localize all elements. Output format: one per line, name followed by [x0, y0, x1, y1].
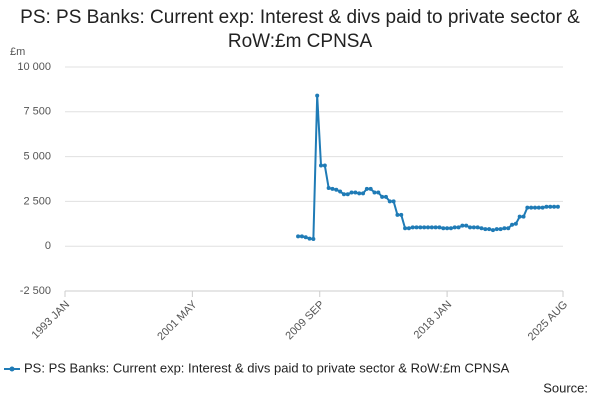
- data-point: [544, 204, 549, 209]
- data-point: [506, 226, 511, 231]
- y-tick-label: 10 000: [17, 61, 51, 73]
- y-tick-label: -2 500: [20, 285, 51, 297]
- data-point: [315, 93, 320, 98]
- data-point: [510, 222, 515, 227]
- data-point: [406, 226, 411, 231]
- data-point: [353, 190, 358, 195]
- data-point: [437, 225, 442, 230]
- y-tick-label: 5 000: [23, 151, 51, 163]
- data-point: [368, 186, 373, 191]
- data-point: [532, 205, 537, 210]
- x-tick-label: 2025 AUG: [526, 299, 570, 343]
- data-point: [399, 212, 404, 217]
- data-point: [529, 205, 534, 210]
- data-point: [349, 190, 354, 195]
- data-point: [494, 227, 499, 232]
- data-point: [296, 234, 301, 239]
- data-point: [517, 214, 522, 219]
- data-point: [487, 227, 492, 232]
- data-point: [483, 227, 488, 232]
- data-point: [387, 199, 392, 204]
- data-point: [452, 225, 457, 230]
- data-point: [429, 225, 434, 230]
- data-point: [322, 163, 327, 168]
- data-point: [410, 225, 415, 230]
- data-point: [299, 234, 304, 239]
- y-axis-label: £m: [10, 46, 25, 58]
- data-point: [326, 185, 331, 190]
- data-point: [418, 225, 423, 230]
- data-point: [460, 223, 465, 228]
- data-point: [475, 225, 480, 230]
- data-point: [471, 225, 476, 230]
- y-tick-label: 0: [45, 240, 51, 252]
- data-point: [330, 186, 335, 191]
- data-point: [456, 225, 461, 230]
- data-point: [445, 226, 450, 231]
- data-point: [548, 204, 553, 209]
- data-point: [468, 225, 473, 230]
- data-point: [422, 225, 427, 230]
- data-point: [521, 214, 526, 219]
- data-point: [311, 237, 316, 242]
- x-tick-label: 1993 JAN: [30, 299, 73, 342]
- data-point: [425, 225, 430, 230]
- data-point: [303, 235, 308, 240]
- y-tick-label: 7 500: [23, 106, 51, 118]
- data-point: [403, 226, 408, 231]
- data-point: [307, 236, 312, 241]
- data-point: [364, 186, 369, 191]
- y-tick-label: 2 500: [23, 195, 51, 207]
- data-point: [555, 204, 560, 209]
- data-point: [479, 226, 484, 231]
- data-point: [433, 225, 438, 230]
- data-point: [502, 226, 507, 231]
- chart-title: PS: PS Banks: Current exp: Interest & di…: [20, 7, 580, 52]
- data-point: [540, 205, 545, 210]
- legend-label: PS: PS Banks: Current exp: Interest & di…: [24, 360, 510, 375]
- data-point: [357, 191, 362, 196]
- data-point: [464, 223, 469, 228]
- data-point: [513, 221, 518, 226]
- x-tick-label: 2018 JAN: [412, 299, 455, 342]
- data-point: [536, 205, 541, 210]
- data-point: [338, 189, 343, 194]
- data-point: [345, 192, 350, 197]
- data-point: [341, 192, 346, 197]
- data-point: [372, 190, 377, 195]
- data-point: [441, 226, 446, 231]
- data-point: [391, 199, 396, 204]
- data-point: [319, 163, 324, 168]
- data-point: [334, 187, 339, 192]
- data-point: [383, 194, 388, 199]
- data-point: [395, 212, 400, 217]
- data-point: [490, 228, 495, 233]
- data-point: [414, 225, 419, 230]
- source: Source:: [543, 380, 588, 395]
- data-point: [448, 226, 453, 231]
- data-point: [361, 191, 366, 196]
- data-point: [498, 227, 503, 232]
- x-tick-label: 2009 SEP: [283, 299, 327, 343]
- x-tick-label: 2001 MAY: [155, 298, 200, 343]
- data-point: [376, 190, 381, 195]
- data-point: [380, 194, 385, 199]
- data-point: [552, 204, 557, 209]
- data-point: [525, 205, 530, 210]
- legend-swatch-dot: [9, 366, 15, 372]
